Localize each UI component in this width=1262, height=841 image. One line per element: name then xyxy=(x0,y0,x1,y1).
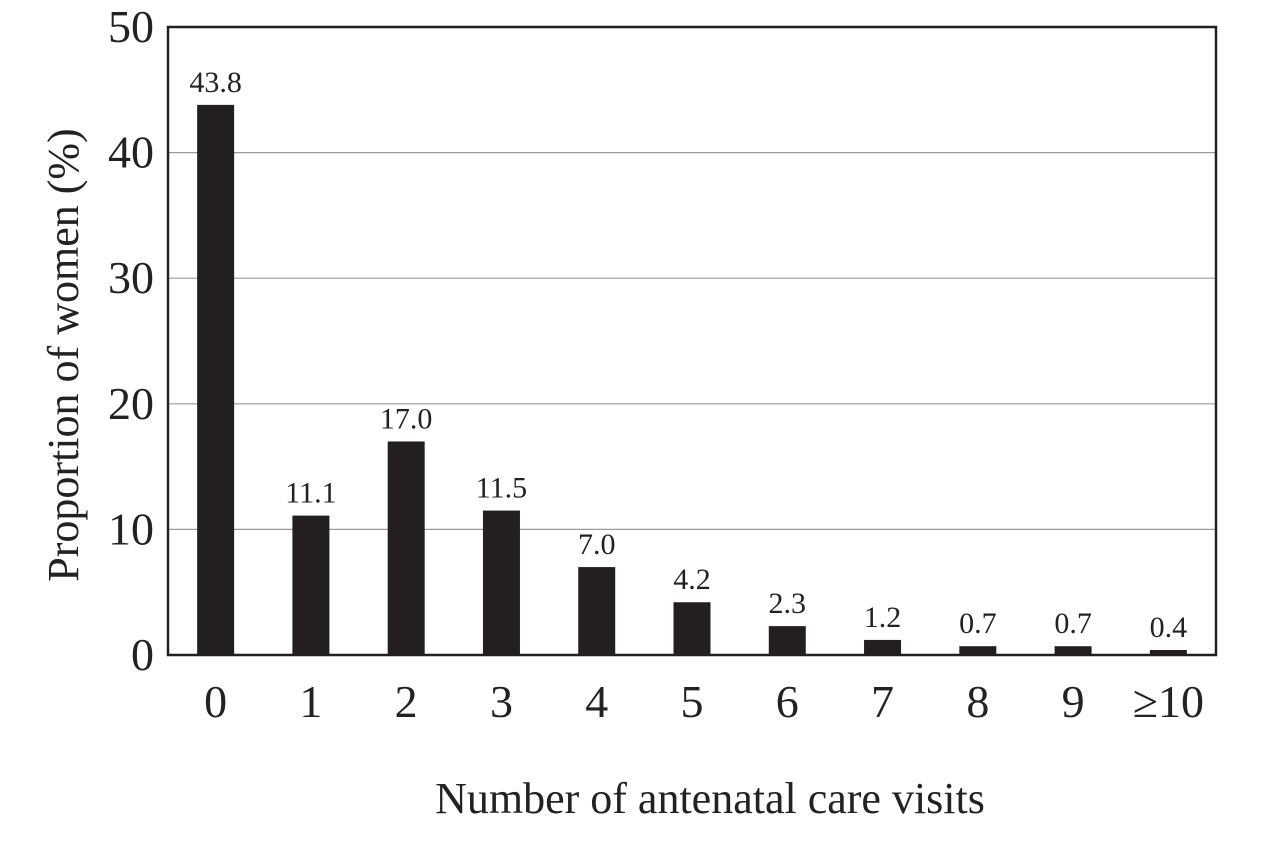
plot-frame xyxy=(166,25,1218,657)
x-tick-label: 6 xyxy=(776,676,799,727)
data-label: 17.0 xyxy=(380,402,433,435)
y-tick-label: 50 xyxy=(108,1,154,52)
data-label: 0.4 xyxy=(1150,611,1188,644)
x-axis-title: Number of antenatal care visits xyxy=(435,774,985,823)
x-tick-label: 8 xyxy=(966,676,989,727)
x-tick-label: 2 xyxy=(395,676,418,727)
data-label: 11.5 xyxy=(476,472,527,505)
y-axis-title: Proportion of women (%) xyxy=(39,128,88,581)
x-axis-ticks: 0 1 2 3 4 5 6 7 8 9 ≥10 xyxy=(204,676,1204,727)
bar xyxy=(673,602,711,655)
gridlines xyxy=(168,152,1216,531)
x-tick-label: 0 xyxy=(204,676,227,727)
data-label: 7.0 xyxy=(578,528,616,561)
data-label: 0.7 xyxy=(1054,607,1092,640)
y-tick-label: 0 xyxy=(131,629,154,680)
data-label: 1.2 xyxy=(864,601,902,634)
x-tick-label: 1 xyxy=(299,676,322,727)
bar xyxy=(959,646,997,655)
data-labels: 43.8 11.1 17.0 11.5 7.0 4.2 2.3 1.2 0.7 0.7 0.4 xyxy=(189,66,1187,644)
bar xyxy=(768,626,806,655)
x-tick-label: 9 xyxy=(1062,676,1085,727)
bar xyxy=(292,515,330,655)
data-label: 11.1 xyxy=(285,477,336,510)
bar xyxy=(578,567,616,655)
bar xyxy=(864,639,902,655)
y-tick-label: 20 xyxy=(108,378,154,429)
data-label: 43.8 xyxy=(189,66,242,99)
bars xyxy=(197,104,1187,655)
x-tick-label: 3 xyxy=(490,676,513,727)
x-tick-label: 5 xyxy=(681,676,704,727)
y-tick-label: 10 xyxy=(108,503,154,554)
bar xyxy=(1054,646,1092,655)
y-tick-label: 30 xyxy=(108,252,154,303)
data-label: 2.3 xyxy=(769,587,807,620)
bar xyxy=(197,104,235,655)
data-label: 0.7 xyxy=(959,607,997,640)
x-tick-label: ≥10 xyxy=(1133,676,1204,727)
x-tick-label: 7 xyxy=(871,676,894,727)
bar xyxy=(482,510,520,655)
bar xyxy=(387,441,425,655)
bar xyxy=(1149,649,1187,655)
y-axis-ticks: 0 10 20 30 40 50 xyxy=(108,1,154,680)
y-tick-label: 40 xyxy=(108,127,154,178)
x-tick-label: 4 xyxy=(585,676,608,727)
data-label: 4.2 xyxy=(673,563,711,596)
